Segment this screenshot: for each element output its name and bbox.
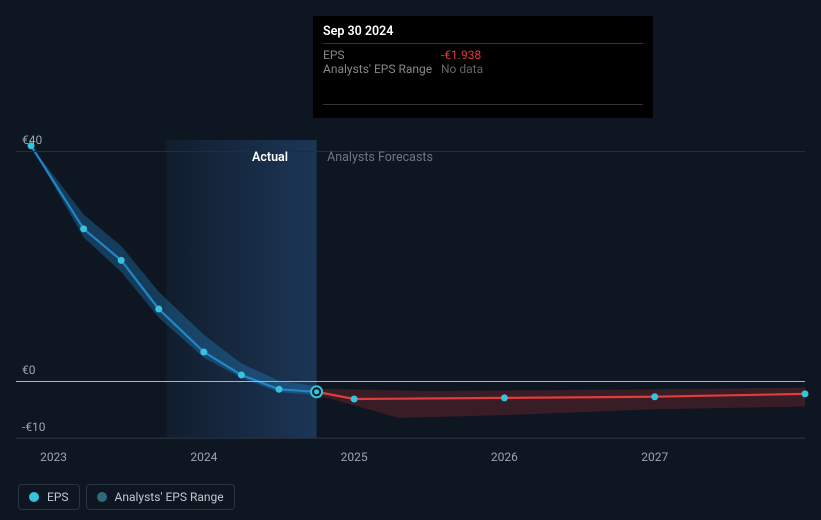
data-point [155,306,162,313]
gridline [16,381,805,382]
y-axis-label: -€10 [22,420,46,434]
data-point [651,393,658,400]
tooltip-divider [323,43,643,44]
y-axis-label: €0 [22,363,36,377]
tooltip-row: Analysts' EPS RangeNo data [323,62,643,76]
data-point [276,386,283,393]
x-axis-label: 2025 [341,450,368,464]
data-point [501,394,508,401]
data-point [238,371,245,378]
data-point [80,225,87,232]
data-point [351,396,358,403]
x-axis-label: 2026 [491,450,518,464]
legend-swatch [29,492,39,502]
tooltip-key: EPS [323,48,441,62]
y-axis-label: €40 [22,133,42,147]
data-point [118,257,125,264]
legend-label: Analysts' EPS Range [115,490,224,504]
tooltip-date: Sep 30 2024 [323,24,643,39]
tooltip-value: -€1.938 [441,48,643,62]
data-point [802,390,809,397]
chart-legend: EPS Analysts' EPS Range [18,484,235,510]
highlight-marker-dot [314,389,319,394]
legend-item-eps[interactable]: EPS [18,484,80,510]
chart-tooltip: Sep 30 2024 EPS-€1.938Analysts' EPS Rang… [313,16,653,118]
region-label-forecast: Analysts Forecasts [327,150,433,165]
tooltip-row: EPS-€1.938 [323,48,643,62]
x-axis-label: 2027 [641,450,668,464]
tooltip-divider [323,104,643,105]
tooltip-value: No data [441,62,643,76]
legend-item-eps-range[interactable]: Analysts' EPS Range [86,484,235,510]
legend-label: EPS [47,490,69,504]
gridline [16,438,805,439]
x-axis-label: 2024 [190,450,217,464]
data-point [200,349,207,356]
legend-swatch [97,492,107,502]
x-axis-label: 2023 [40,450,67,464]
tooltip-key: Analysts' EPS Range [323,62,441,76]
region-label-actual: Actual [252,150,288,165]
eps-range-forecast-band [317,388,805,418]
